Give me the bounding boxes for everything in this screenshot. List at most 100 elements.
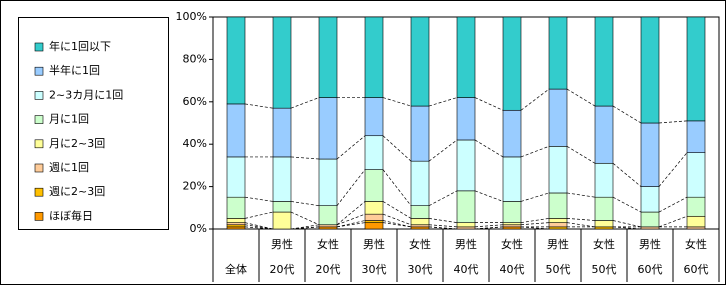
bar-segment	[594, 196, 614, 221]
series-line	[566, 88, 596, 107]
x-tick-label: 20代	[270, 263, 295, 276]
x-tick-label: 男性	[455, 237, 477, 251]
bar-segment	[640, 16, 660, 124]
bar-segment	[364, 220, 384, 223]
legend-swatch	[34, 42, 44, 52]
bar-segment	[640, 226, 660, 230]
y-tick-label: 40%	[183, 137, 207, 150]
bar-segment	[502, 109, 522, 158]
x-tick-label: 男性	[639, 237, 661, 251]
x-tick-label: 30代	[408, 263, 433, 276]
y-tick-label: 80%	[183, 52, 207, 65]
x-tick-label: 40代	[454, 263, 479, 276]
bar-segment	[686, 215, 706, 228]
bar-segment	[364, 135, 384, 170]
series-line	[658, 196, 688, 213]
x-tick-label: 女性	[685, 237, 707, 251]
bar-segment	[410, 218, 430, 226]
x-tick-label: 60代	[638, 263, 663, 276]
bar-segment	[640, 211, 660, 228]
x-tick-label: 女性	[501, 237, 523, 251]
x-tick-label: 男性	[547, 237, 569, 251]
bar-segment	[226, 226, 246, 230]
series-line	[566, 146, 596, 164]
bar-segment	[272, 211, 292, 230]
legend-swatch	[34, 163, 44, 173]
bar-segment	[548, 222, 568, 228]
series-line	[474, 97, 504, 111]
bar-segment	[318, 16, 338, 98]
bar-segment	[410, 205, 430, 219]
bar-segment	[410, 226, 430, 230]
x-tick-label: 男性	[271, 237, 293, 251]
x-tick-label: 男性	[363, 237, 385, 251]
bar-segment	[594, 162, 614, 198]
bar-segment	[548, 146, 568, 194]
bar-segment	[272, 156, 292, 202]
bar-segment	[226, 218, 246, 223]
x-tick-label: 女性	[409, 237, 431, 251]
bar-segment	[318, 226, 338, 230]
series-line	[474, 139, 504, 158]
bar-segment	[594, 105, 614, 164]
series-line	[658, 152, 688, 187]
legend-box	[18, 17, 169, 230]
bar-segment	[272, 107, 292, 158]
legend-swatch	[34, 212, 44, 221]
x-tick-label: 20代	[316, 263, 341, 276]
x-tick-label: 40代	[500, 263, 525, 276]
legend-label: 2~3カ月に1回	[49, 88, 123, 101]
bar-segment	[272, 16, 292, 109]
bar-segment	[364, 222, 384, 230]
bar-segment	[548, 226, 568, 230]
legend-label: 月に1回	[49, 113, 89, 126]
bar-segment	[456, 139, 476, 192]
legend-swatch	[34, 187, 44, 197]
bar-segment	[640, 122, 660, 187]
legend-label: 半年に1回	[49, 63, 100, 77]
bar-segment	[318, 205, 338, 226]
bar-segment	[502, 201, 522, 223]
series-line	[382, 201, 412, 219]
bar-segment	[686, 16, 706, 122]
bar-segment	[502, 222, 522, 226]
bar-segment	[456, 190, 476, 223]
bar-segment	[456, 226, 476, 230]
x-tick-label: 30代	[362, 263, 387, 276]
bar-segment	[226, 103, 246, 158]
bar-segment	[502, 156, 522, 202]
bar-segment	[548, 192, 568, 219]
bar-segment	[318, 97, 338, 160]
series-line	[290, 211, 320, 226]
legend-label: 年に1回以下	[49, 39, 111, 53]
bar-segment	[686, 120, 706, 153]
x-tick-label: 女性	[593, 237, 615, 251]
bar-segment	[594, 226, 614, 230]
x-tick-label: 全体	[225, 262, 247, 276]
bar-segment	[318, 224, 338, 228]
bar-segment	[686, 226, 706, 230]
bar-segment	[548, 16, 568, 90]
series-line	[336, 201, 366, 226]
bar-segment	[456, 97, 476, 141]
series-line	[612, 163, 642, 187]
bar-segment	[548, 218, 568, 223]
bar-segment	[502, 16, 522, 111]
series-line	[520, 88, 550, 111]
legend-label: 月に2~3回	[49, 137, 105, 150]
series-line	[336, 169, 366, 206]
series-line	[612, 105, 642, 124]
bar-segment	[502, 224, 522, 228]
x-tick-label: 女性	[317, 237, 339, 251]
bar-segment	[226, 156, 246, 198]
bar-segment	[226, 224, 246, 228]
legend-label: ほぼ毎日	[49, 209, 93, 222]
bar-segment	[686, 152, 706, 198]
bar-segment	[364, 213, 384, 221]
bar-segment	[594, 16, 614, 107]
legend-swatch	[34, 91, 44, 100]
bar-segment	[548, 88, 568, 147]
x-tick-label: 60代	[684, 263, 709, 276]
bar-segment	[318, 158, 338, 206]
